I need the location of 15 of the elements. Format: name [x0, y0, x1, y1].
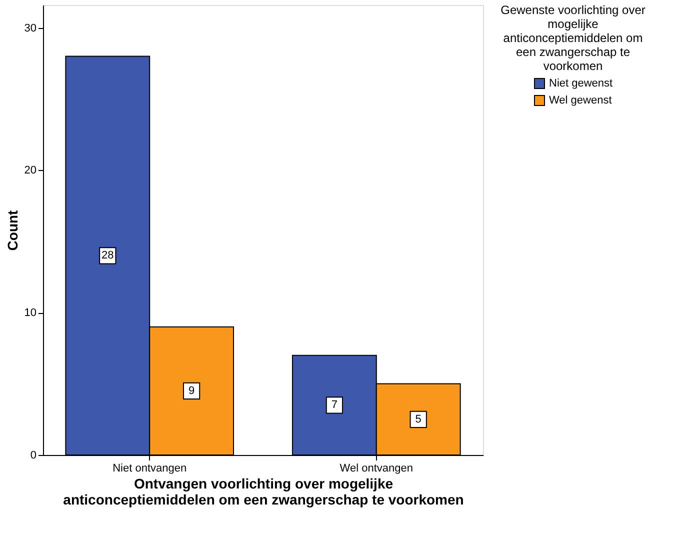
- y-tick-label: 30: [24, 22, 36, 34]
- y-tick-label: 0: [30, 450, 36, 462]
- x-axis-title: Ontvangen voorlichting over mogelijke anticonceptiemiddelen om een zwangerschap te voorkomen: [63, 476, 464, 508]
- y-axis-title: Count: [4, 210, 20, 251]
- data-label: 28: [102, 250, 114, 262]
- x-tick-label: Wel ontvangen: [340, 462, 413, 474]
- y-tick-label: 10: [24, 307, 36, 320]
- y-tick-label: 20: [24, 164, 36, 177]
- data-label: 7: [331, 399, 338, 412]
- x-tick-label: Niet ontvangen: [112, 462, 187, 474]
- legend-title: Gewenste voorlichting over mogelijke anticonceptiemiddelen om een zwangerschap te voorkomen: [500, 3, 646, 73]
- data-label: 5: [415, 413, 422, 426]
- legend-label: Wel gewenst: [549, 94, 612, 106]
- legend-label: Niet gewenst: [549, 78, 613, 90]
- data-label: 9: [188, 384, 195, 397]
